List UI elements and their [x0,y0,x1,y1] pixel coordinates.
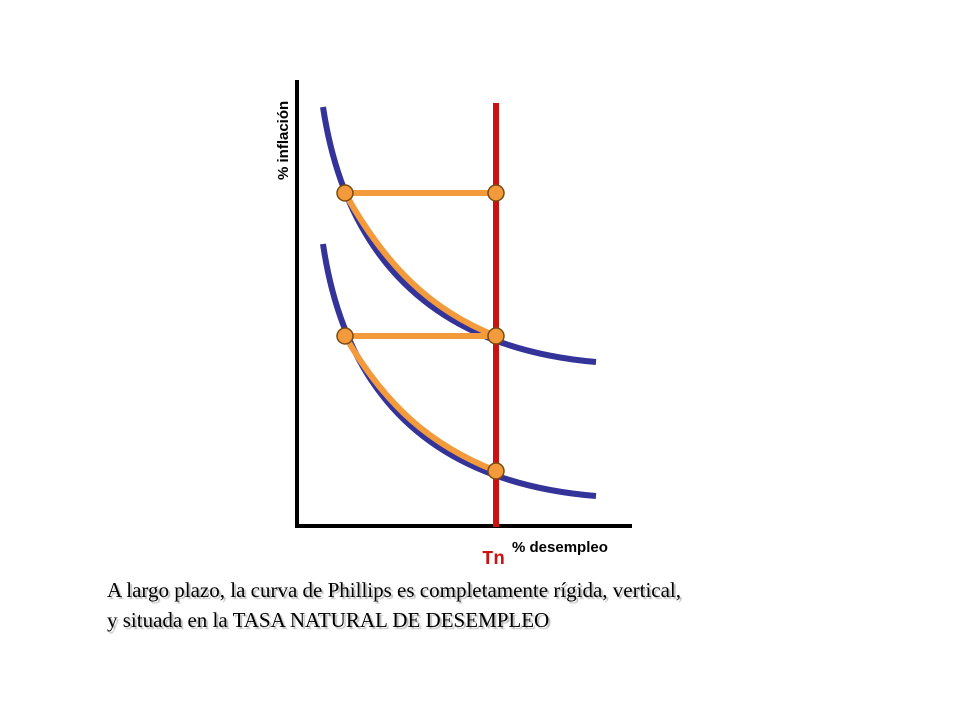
adjustment-path-lower-curve [342,334,498,474]
caption-line-1: A largo plazo, la curva de Phillips es c… [107,578,682,602]
phillips-curve-lower [320,243,597,499]
natural-rate-label: Tn [482,548,505,570]
point-natural-rate-middle [487,327,505,345]
y-axis-label: % inflación [275,101,292,180]
caption: A largo plazo, la curva de Phillips es c… [107,575,867,635]
point-short-run-upper-left [336,184,354,202]
point-natural-rate-bottom [487,462,505,480]
adjustment-path-upper-curve [342,191,498,339]
point-short-run-lower-left [336,327,354,345]
x-axis-label: % desempleo [512,539,608,556]
point-natural-rate-top [487,184,505,202]
caption-line-2: y situada en la TASA NATURAL DE DESEMPLE… [107,608,550,632]
phillips-curve-upper [320,106,597,365]
